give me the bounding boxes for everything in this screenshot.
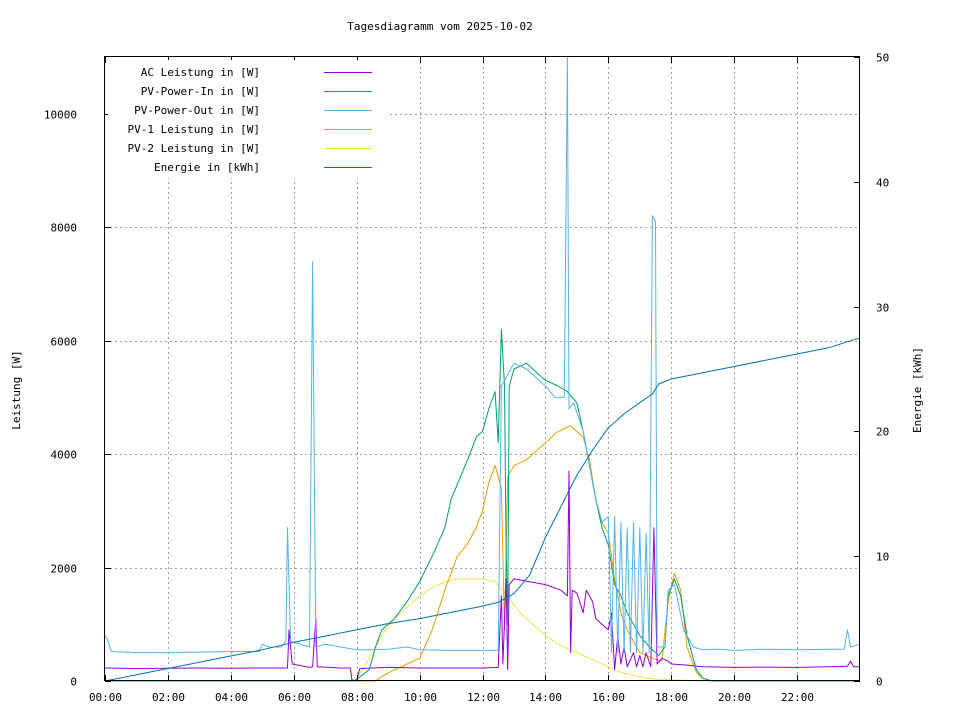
ticks: 00:00 02:00 04:00 06:00 08:00 10:00 12:00 14:00…: [44, 52, 889, 705]
series-line-5: [104, 337, 861, 682]
x-tick-label: 00:00: [89, 691, 122, 704]
y2-tick-label: 10: [876, 551, 889, 564]
legend-label: PV-1 Leistung in [W]: [128, 123, 260, 136]
legend-label: Energie in [kWh]: [154, 161, 260, 174]
x-tick-label: 18:00: [655, 691, 688, 704]
series-line-0: [104, 470, 860, 682]
y2-tick-label: 0: [876, 676, 883, 689]
y2-axis-label: Energie [kWh]: [911, 347, 924, 433]
y-tick-label: 10000: [44, 109, 77, 122]
x-tick-label: 04:00: [215, 691, 248, 704]
y2-tick-label: 50: [876, 52, 889, 65]
plot-frame: [104, 56, 860, 681]
y-axis-label: Leistung [W]: [10, 350, 23, 429]
x-tick-label: 14:00: [529, 691, 562, 704]
x-tick-label: 20:00: [718, 691, 751, 704]
legend: AC Leistung in [W] PV-Power-In in [W] PV-P…: [128, 66, 372, 174]
x-tick-label: 10:00: [404, 691, 437, 704]
legend-label: PV-2 Leistung in [W]: [128, 142, 260, 155]
chart-title: Tagesdiagramm vom 2025-10-02: [347, 20, 532, 33]
series-line-3: [105, 425, 860, 682]
y-tick-label: 0: [70, 676, 77, 689]
y2-tick-label: 30: [876, 302, 889, 315]
y-tick-label: 8000: [51, 222, 78, 235]
series-layer: [104, 56, 861, 682]
y-tick-label: 4000: [51, 449, 78, 462]
legend-label: AC Leistung in [W]: [141, 66, 260, 79]
y-tick-label: 2000: [51, 563, 78, 576]
x-tick-label: 12:00: [467, 691, 500, 704]
x-tick-label: 08:00: [341, 691, 374, 704]
y-tick-label: 6000: [51, 336, 78, 349]
legend-label: PV-Power-Out in [W]: [134, 104, 260, 117]
series-line-4: [105, 578, 860, 682]
x-tick-label: 06:00: [278, 691, 311, 704]
legend-background: [108, 60, 388, 178]
legend-label: PV-Power-In in [W]: [141, 85, 260, 98]
series-line-2: [104, 56, 861, 654]
x-tick-label: 22:00: [781, 691, 814, 704]
series-line-1: [105, 328, 860, 682]
x-tick-label: 16:00: [592, 691, 625, 704]
y2-tick-label: 40: [876, 177, 889, 190]
y2-tick-label: 20: [876, 426, 889, 439]
x-tick-label: 02:00: [152, 691, 185, 704]
